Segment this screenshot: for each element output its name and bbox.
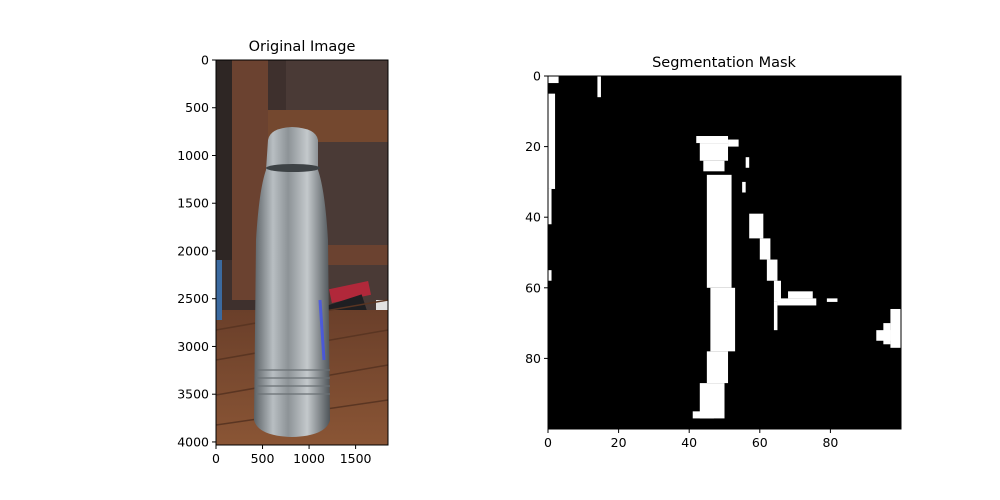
x-tick-label: 500 bbox=[251, 451, 275, 466]
bottle-photo bbox=[216, 60, 388, 445]
mask-region bbox=[773, 301, 778, 331]
original-image-axes: Original Image 0 500 1000 1500 0 500 1000 1500 2… bbox=[177, 39, 389, 466]
mask-region bbox=[548, 76, 559, 84]
mask-region bbox=[548, 188, 552, 225]
y-tick-label: 1500 bbox=[177, 196, 209, 211]
y-tick-label: 3000 bbox=[177, 339, 209, 354]
mask-region bbox=[749, 213, 764, 239]
y-tick-label: 60 bbox=[525, 280, 541, 295]
y-tick-label: 80 bbox=[525, 351, 541, 366]
y-tick-label: 0 bbox=[533, 69, 541, 84]
y-tick-label: 3500 bbox=[177, 387, 209, 402]
y-tick-label: 20 bbox=[525, 139, 541, 154]
mask-region bbox=[703, 160, 725, 172]
y-tick-label: 0 bbox=[201, 53, 209, 68]
mask-region bbox=[728, 139, 739, 147]
x-tick-label: 40 bbox=[681, 435, 697, 450]
mask-region bbox=[706, 351, 729, 384]
mask-region bbox=[548, 93, 556, 189]
y-tick-label: 500 bbox=[185, 100, 209, 115]
segmentation-mask-title: Segmentation Mask bbox=[652, 55, 796, 71]
y-tick-label: 4000 bbox=[177, 434, 209, 449]
x-tick-label: 20 bbox=[611, 435, 627, 450]
x-tick-label: 60 bbox=[752, 435, 768, 450]
y-tick-label: 1000 bbox=[177, 148, 209, 163]
mask-region bbox=[710, 287, 736, 352]
original-image-title: Original Image bbox=[249, 39, 356, 55]
mask-region bbox=[766, 259, 778, 281]
mask-region bbox=[759, 238, 771, 260]
mask-region bbox=[883, 323, 891, 345]
mask-region bbox=[699, 143, 729, 161]
mask-region bbox=[826, 298, 838, 302]
y-tick-label: 40 bbox=[525, 210, 541, 225]
mask-region bbox=[692, 411, 714, 419]
y-tick-label: 2000 bbox=[177, 243, 209, 258]
mask-region bbox=[696, 136, 729, 144]
mask-region bbox=[745, 157, 750, 168]
mask-region bbox=[777, 298, 817, 306]
mask-region bbox=[773, 280, 781, 302]
x-tick-label: 1500 bbox=[340, 451, 372, 466]
mask-region bbox=[706, 174, 732, 288]
segmentation-mask-axes: Segmentation Mask 0 20 40 60 80 0 20 40 60 80 bbox=[525, 55, 902, 450]
x-tick-label: 0 bbox=[544, 435, 552, 450]
y-tick-label: 2500 bbox=[177, 291, 209, 306]
mask-region bbox=[548, 270, 552, 281]
mask-region bbox=[788, 291, 813, 299]
x-tick-label: 0 bbox=[212, 451, 220, 466]
mask-region bbox=[597, 76, 601, 98]
x-tick-label: 80 bbox=[822, 435, 838, 450]
mask-region bbox=[890, 308, 901, 348]
x-tick-label: 1000 bbox=[293, 451, 325, 466]
mask-region bbox=[742, 181, 746, 193]
